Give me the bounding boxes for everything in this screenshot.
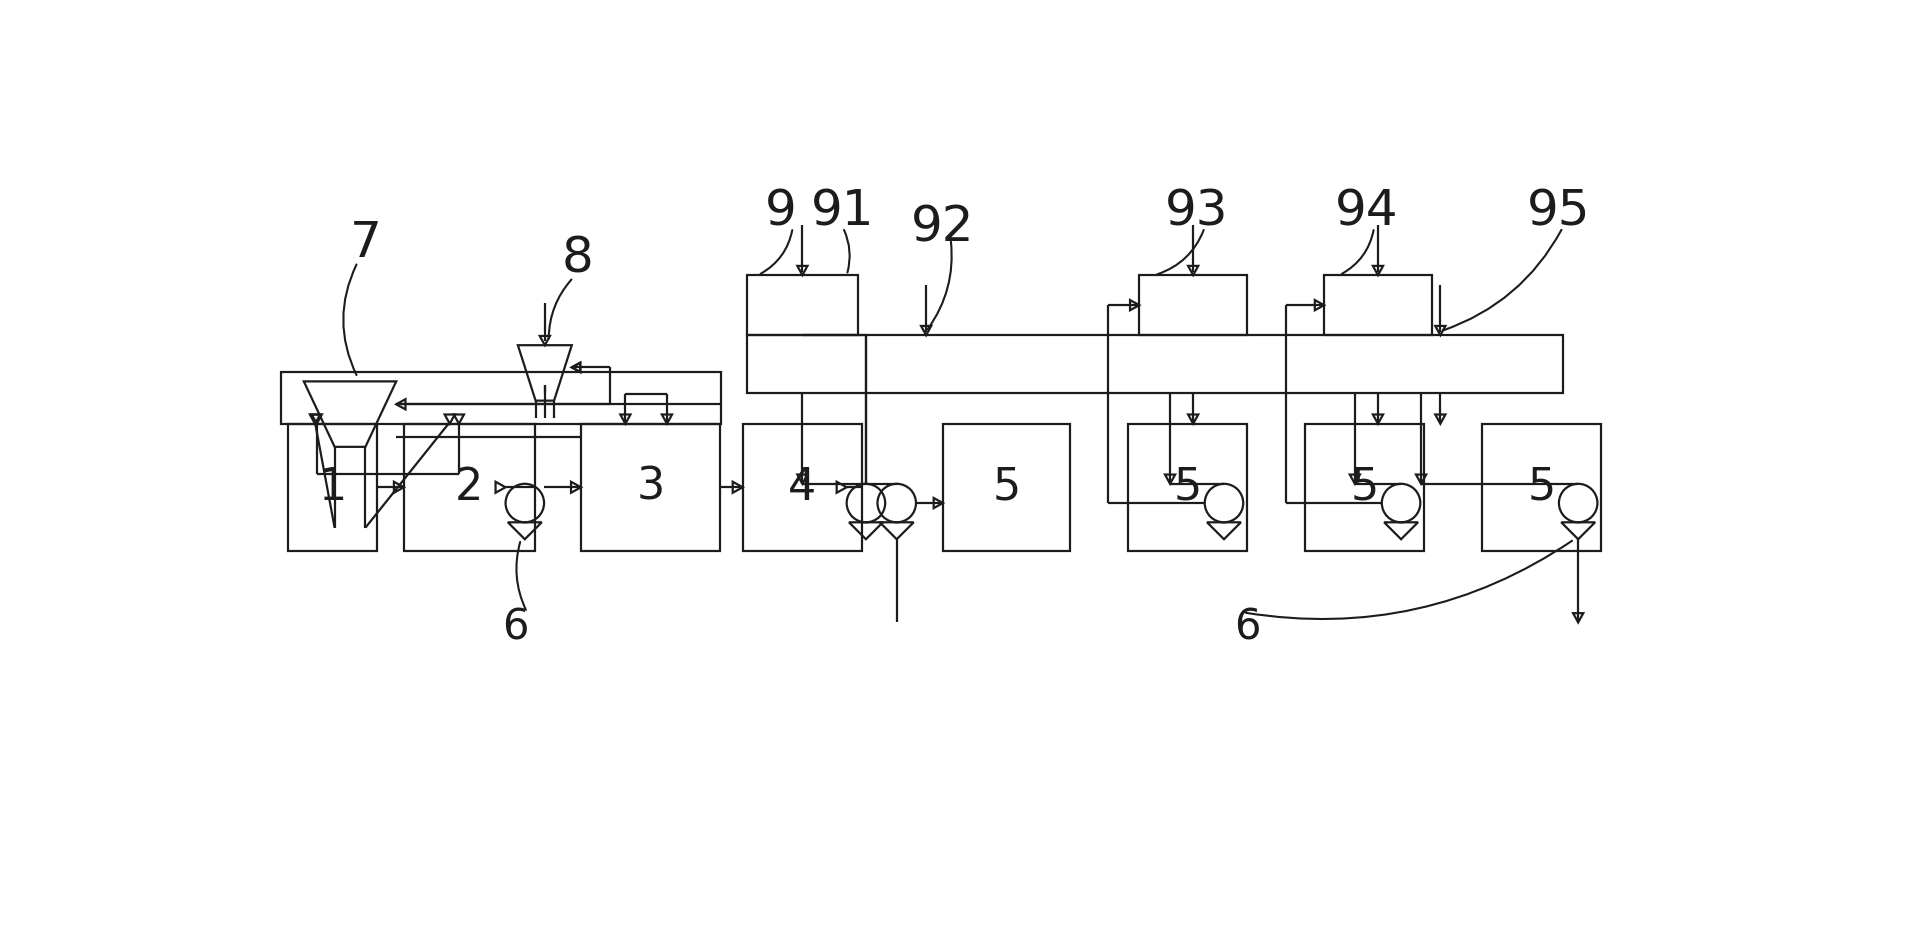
Text: 1: 1 (318, 466, 347, 508)
Text: 4: 4 (787, 466, 816, 508)
Bar (403, 424, 535, 551)
Bar (288, 424, 376, 551)
Bar (280, 372, 722, 424)
Text: 92: 92 (911, 204, 975, 251)
Text: 6: 6 (502, 607, 529, 649)
Text: 5: 5 (1173, 466, 1202, 508)
Text: 91: 91 (811, 188, 874, 236)
Bar (743, 424, 863, 551)
Bar (1305, 424, 1424, 551)
Bar (1139, 275, 1247, 335)
Text: 3: 3 (637, 466, 664, 508)
Text: 7: 7 (349, 219, 382, 267)
Bar (1482, 424, 1602, 551)
Bar (747, 275, 859, 335)
Text: 93: 93 (1166, 188, 1229, 236)
Text: 9: 9 (766, 188, 797, 236)
Text: 94: 94 (1336, 188, 1397, 236)
Text: 95: 95 (1527, 188, 1590, 236)
Bar (581, 424, 720, 551)
Text: 5: 5 (1351, 466, 1378, 508)
Bar (1324, 275, 1432, 335)
Text: 6: 6 (1233, 607, 1260, 649)
Bar (747, 335, 1563, 393)
Text: 8: 8 (562, 234, 593, 282)
Text: 2: 2 (455, 466, 484, 508)
Bar (944, 424, 1069, 551)
Text: 5: 5 (992, 466, 1021, 508)
Bar (1127, 424, 1247, 551)
Text: 5: 5 (1527, 466, 1556, 508)
